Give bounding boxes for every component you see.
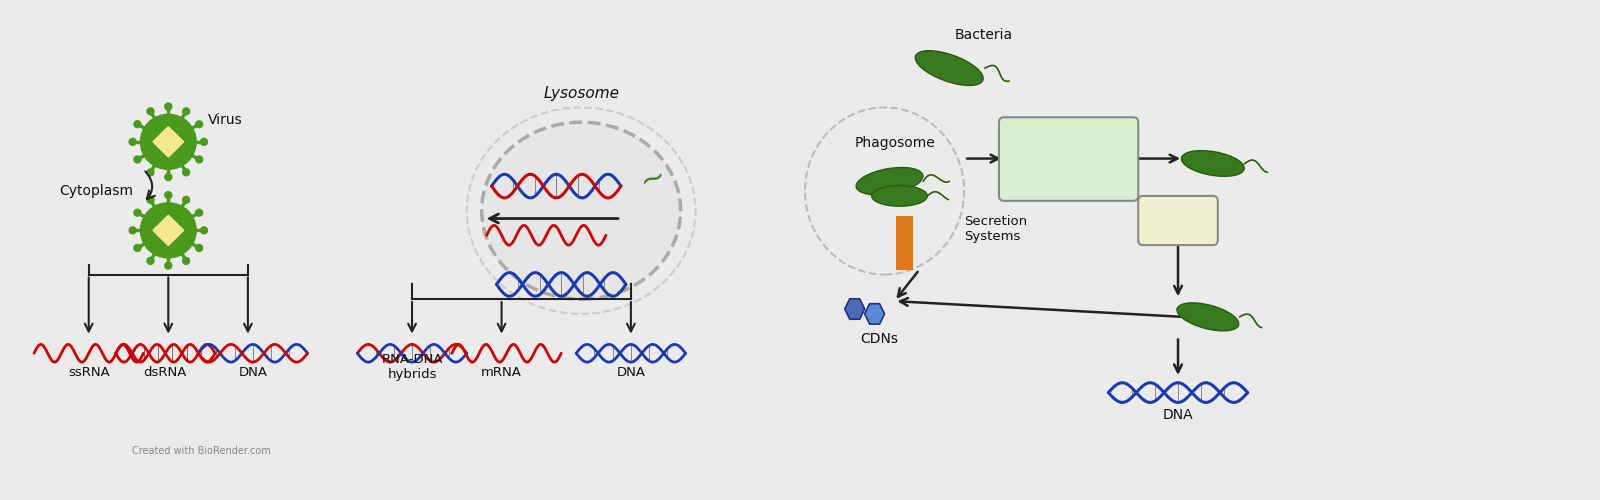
- Circle shape: [147, 258, 154, 264]
- Text: Lysis: Lysis: [1163, 214, 1194, 227]
- Ellipse shape: [856, 168, 923, 195]
- Circle shape: [130, 138, 136, 145]
- Circle shape: [165, 103, 171, 110]
- Circle shape: [165, 192, 171, 198]
- Polygon shape: [864, 304, 885, 324]
- Circle shape: [147, 169, 154, 176]
- Circle shape: [195, 244, 203, 252]
- Ellipse shape: [1178, 303, 1238, 331]
- Circle shape: [165, 262, 171, 269]
- Circle shape: [182, 169, 190, 176]
- Text: ssRNA: ssRNA: [67, 366, 109, 379]
- Polygon shape: [154, 126, 184, 157]
- Text: DNA: DNA: [238, 366, 267, 379]
- Circle shape: [195, 156, 203, 163]
- Circle shape: [134, 121, 141, 128]
- Circle shape: [134, 244, 141, 252]
- Text: Created with BioRender.com: Created with BioRender.com: [131, 446, 270, 456]
- Circle shape: [147, 196, 154, 203]
- FancyArrow shape: [896, 216, 914, 270]
- Text: Virus: Virus: [208, 113, 243, 127]
- Circle shape: [195, 121, 203, 128]
- Circle shape: [182, 108, 190, 115]
- Circle shape: [134, 156, 141, 163]
- Circle shape: [200, 138, 208, 145]
- Text: Phagosome: Phagosome: [854, 136, 936, 149]
- Polygon shape: [845, 299, 864, 319]
- FancyBboxPatch shape: [998, 117, 1138, 201]
- Text: dsRNA: dsRNA: [144, 366, 187, 379]
- Text: ~: ~: [635, 161, 670, 197]
- Text: DNA: DNA: [616, 366, 645, 379]
- Circle shape: [165, 174, 171, 180]
- Text: RNA-DNA
hybrids: RNA-DNA hybrids: [381, 353, 443, 381]
- Text: Lysosome: Lysosome: [542, 86, 619, 100]
- Text: Phagosomal
Escape: Phagosomal Escape: [1030, 144, 1107, 172]
- Text: Secretion
Systems: Secretion Systems: [965, 215, 1027, 243]
- Circle shape: [182, 196, 190, 203]
- Circle shape: [200, 227, 208, 234]
- Ellipse shape: [915, 50, 982, 86]
- Circle shape: [141, 114, 197, 170]
- Text: CDNs: CDNs: [861, 332, 899, 346]
- Text: mRNA: mRNA: [482, 366, 522, 379]
- Text: Bacteria: Bacteria: [954, 28, 1013, 42]
- Ellipse shape: [482, 122, 680, 299]
- Circle shape: [141, 203, 197, 258]
- Text: DNA: DNA: [1163, 408, 1194, 422]
- Circle shape: [182, 258, 190, 264]
- Ellipse shape: [872, 186, 928, 206]
- Circle shape: [147, 108, 154, 115]
- Circle shape: [130, 227, 136, 234]
- Polygon shape: [154, 215, 184, 246]
- Circle shape: [195, 210, 203, 216]
- FancyBboxPatch shape: [1138, 196, 1218, 245]
- Circle shape: [134, 210, 141, 216]
- Ellipse shape: [1181, 150, 1245, 176]
- Text: Cytoplasm: Cytoplasm: [59, 184, 133, 198]
